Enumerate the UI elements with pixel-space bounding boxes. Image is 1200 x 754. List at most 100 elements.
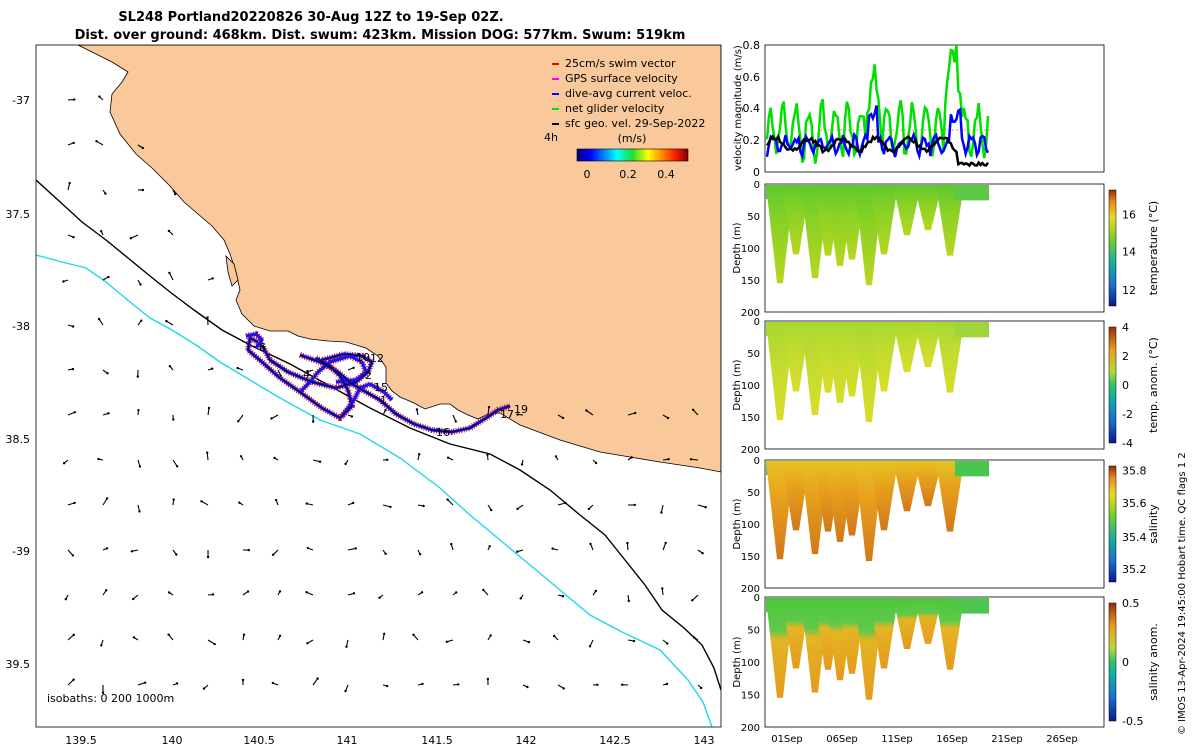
geo-velocity-arrowhead <box>176 682 178 684</box>
section-colorbar <box>1109 466 1116 582</box>
geo-velocity-arrowhead <box>457 683 459 685</box>
legend-label-gps: GPS surface velocity <box>565 72 678 85</box>
geo-velocity-arrowhead <box>65 598 67 600</box>
colorbar-tick: -0.5 <box>1122 715 1143 728</box>
geo-velocity-arrowhead <box>516 551 518 553</box>
geo-velocity-arrowhead <box>248 549 250 551</box>
geo-velocity-arrowhead <box>690 458 692 460</box>
velocity-y-tick: 0.6 <box>743 71 761 84</box>
waypoint-label: 2 <box>365 369 372 382</box>
speed-colorbar <box>577 149 688 161</box>
geo-velocity-arrowhead <box>203 687 205 689</box>
geo-velocity-arrowhead <box>73 142 75 144</box>
geo-velocity-arrowhead <box>206 452 208 454</box>
geo-velocity-arrowhead <box>595 590 597 592</box>
legend-label-swim: 25cm/s swim vector <box>565 57 676 70</box>
geo-velocity-arrowhead <box>176 465 178 467</box>
geo-velocity-arrowhead <box>168 230 170 232</box>
geo-velocity-arrowhead <box>272 554 274 556</box>
geo-velocity-arrowhead <box>421 683 423 685</box>
geo-velocity-arrowhead <box>634 412 636 414</box>
geo-velocity-arrowhead <box>344 463 346 465</box>
geo-velocity-arrowhead <box>626 542 628 544</box>
geo-velocity-arrowhead <box>131 550 133 552</box>
geo-velocity-arrowhead <box>564 502 566 504</box>
colorbar-tick: 12 <box>1122 284 1136 297</box>
map-x-tick: 141.5 <box>421 734 453 747</box>
geo-velocity-arrowhead <box>487 678 489 680</box>
geo-velocity-arrowhead <box>73 634 75 636</box>
geo-velocity-arrowhead <box>352 502 354 504</box>
section-colorbar <box>1109 603 1116 721</box>
geo-velocity-arrowhead <box>105 589 107 591</box>
date-tick: 01Sep <box>771 734 803 745</box>
geo-velocity-arrowhead <box>421 591 423 593</box>
map-y-tick: 38.5 <box>6 433 31 446</box>
geo-velocity-arrowhead <box>555 455 557 457</box>
depth-tick: 50 <box>747 488 760 499</box>
colorbar-tick: 35.4 <box>1122 531 1147 544</box>
geo-velocity-arrowhead <box>344 690 346 692</box>
geo-velocity-arrowhead <box>316 677 318 679</box>
depth-tick: 200 <box>741 445 760 456</box>
geo-velocity-arrowhead <box>705 506 707 508</box>
geo-velocity-arrowhead <box>660 511 662 513</box>
depth-axis-label: Depth (m) <box>732 359 743 410</box>
map-x-tick: 142 <box>516 734 537 747</box>
date-tick: 06Sep <box>826 734 858 745</box>
depth-axis-label: Depth (m) <box>732 498 743 549</box>
colorbar-tick: -2 <box>1122 408 1133 421</box>
map-x-tick: 139.5 <box>65 734 97 747</box>
geo-velocity-arrowhead <box>208 407 210 409</box>
geo-velocity-arrowhead <box>72 368 74 370</box>
depth-tick: 0 <box>754 593 760 604</box>
legend-label-sfc-geo: sfc geo. vel. 29-Sep-2022 <box>565 117 705 130</box>
geo-velocity-arrowhead <box>62 280 64 282</box>
depth-tick: 0 <box>754 180 760 191</box>
depth-tick: 50 <box>747 626 760 637</box>
geo-velocity-arrowhead <box>169 365 171 367</box>
geo-velocity-arrowhead <box>666 683 668 685</box>
geo-velocity-arrowhead <box>701 552 703 554</box>
geo-velocity-arrowhead <box>553 635 555 637</box>
geo-velocity-arrowhead <box>631 456 633 458</box>
map-x-axis: 139.5 140 140.5 141 141.5 142 142.5 143 <box>65 734 714 747</box>
waypoint-label: 4 <box>303 368 310 381</box>
waypoint-label: 15 <box>374 381 388 394</box>
geo-velocity-arrowhead <box>389 506 391 508</box>
geo-velocity-arrowhead <box>173 498 175 500</box>
geo-velocity-arrowhead <box>628 600 630 602</box>
geo-velocity-arrowhead <box>351 415 353 417</box>
geo-velocity-arrowhead <box>551 547 553 549</box>
geo-velocity-arrowhead <box>95 140 97 142</box>
waypoint-label: 17 <box>500 408 514 421</box>
geo-velocity-arrowhead <box>665 542 667 544</box>
geo-velocity-arrowhead <box>104 192 106 194</box>
depth-tick: 150 <box>741 413 760 424</box>
map-x-tick: 142.5 <box>599 734 631 747</box>
geo-velocity-arrowhead <box>72 554 74 556</box>
geo-velocity-arrowhead <box>207 556 209 558</box>
geo-velocity-arrowhead <box>240 455 242 457</box>
depth-tick: 100 <box>741 520 760 531</box>
geo-velocity-arrowhead <box>167 634 169 636</box>
geo-velocity-arrowhead <box>242 679 244 681</box>
geo-velocity-arrowhead <box>563 687 565 689</box>
geo-velocity-arrowhead <box>621 684 623 686</box>
depth-tick: 50 <box>747 349 760 360</box>
geo-velocity-arrowhead <box>72 236 74 238</box>
map-x-tick: 140 <box>162 734 183 747</box>
geo-velocity-arrowhead <box>667 417 669 419</box>
depth-axis-label: Depth (m) <box>732 636 743 687</box>
geo-velocity-arrowhead <box>353 592 355 594</box>
waypoint-label: 19 <box>514 403 528 416</box>
geo-velocity-arrowhead <box>666 642 668 644</box>
geo-velocity-arrowhead <box>211 368 213 370</box>
geo-velocity-arrowhead <box>526 686 528 688</box>
geo-velocity-arrowhead <box>243 634 245 636</box>
colorbar-unit-label: (m/s) <box>618 132 647 145</box>
geo-velocity-arrowhead <box>446 498 448 500</box>
section-shallow-block <box>955 322 989 337</box>
geo-velocity-arrowhead <box>100 644 102 646</box>
